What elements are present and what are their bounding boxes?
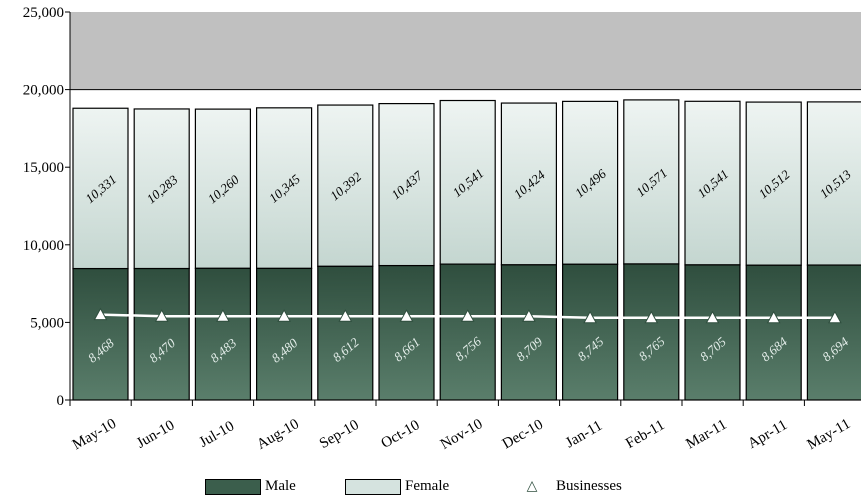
bar-female xyxy=(256,107,313,269)
bar-male xyxy=(72,267,129,401)
bar-male xyxy=(684,264,741,401)
x-tick-label: Jan-11 xyxy=(563,418,605,452)
businesses-marker xyxy=(216,309,230,322)
businesses-marker xyxy=(399,309,414,322)
businesses-marker xyxy=(522,309,536,322)
x-tick-label: Sep-10 xyxy=(317,417,362,452)
legend-swatch-male xyxy=(205,478,261,495)
businesses-marker xyxy=(277,309,291,322)
bar-female xyxy=(745,101,802,266)
x-tick-label: Jul-10 xyxy=(197,418,237,451)
legend-item-female: Female xyxy=(345,478,449,495)
legend-item-male: Male xyxy=(205,478,296,495)
businesses-marker xyxy=(338,309,353,322)
y-tick-label: 5,000 xyxy=(30,315,64,331)
upper-band xyxy=(70,12,861,90)
businesses-marker xyxy=(460,309,475,322)
legend-swatch-female xyxy=(345,478,401,495)
x-axis: May-10 Jun-10 Jul-10 Aug-10 Sep-10 Oct-10 Nov-… xyxy=(69,399,861,454)
bar-male xyxy=(623,263,680,401)
x-tick-label: Dec-10 xyxy=(500,417,546,453)
bar-male xyxy=(745,264,802,401)
bar-male xyxy=(378,264,435,401)
bar-female xyxy=(500,102,557,266)
bar-female xyxy=(684,100,741,266)
businesses-marker xyxy=(93,307,108,321)
bar-male xyxy=(317,265,374,401)
bar-male xyxy=(561,263,619,401)
x-tick-label: Jun-10 xyxy=(134,417,177,451)
businesses-marker xyxy=(705,310,720,324)
bar-male xyxy=(806,264,861,401)
bar-male xyxy=(133,267,190,401)
bar-male xyxy=(439,263,496,401)
x-tick-label: May-11 xyxy=(805,416,854,453)
bar-male xyxy=(500,264,557,401)
businesses-marker xyxy=(828,310,842,324)
x-tick-label: Nov-10 xyxy=(438,416,486,453)
bar-female xyxy=(561,100,619,265)
x-tick-label: Feb-11 xyxy=(623,417,667,452)
triangle-marker-icon: △ xyxy=(526,479,538,494)
y-tick-label: 25,000 xyxy=(23,5,64,21)
businesses-marker xyxy=(154,309,169,322)
bar-female xyxy=(72,107,129,270)
bar-female xyxy=(806,101,861,266)
x-tick-label: Apr-11 xyxy=(745,417,790,452)
bar-male xyxy=(256,267,313,401)
bar-female xyxy=(317,104,374,267)
businesses-marker xyxy=(644,310,659,324)
legend-label-female: Female xyxy=(405,478,450,494)
bar-male xyxy=(194,267,251,401)
y-tick-label: 10,000 xyxy=(23,238,64,254)
y-axis: 0 5,000 10,000 15,000 20,000 25,000 xyxy=(23,5,71,409)
bar-female xyxy=(378,102,435,267)
y-tick-label: 20,000 xyxy=(23,83,64,99)
bar-female xyxy=(133,108,190,270)
legend-label-businesses: Businesses xyxy=(556,478,622,494)
bar-female xyxy=(194,108,251,269)
x-tick-label: Mar-11 xyxy=(683,417,729,453)
bar-female xyxy=(623,99,680,265)
bars xyxy=(72,99,861,401)
x-tick-label: Oct-10 xyxy=(378,417,422,452)
legend-item-businesses: △ Businesses xyxy=(522,478,622,495)
businesses-marker xyxy=(766,310,781,324)
legend-label-male: Male xyxy=(265,478,296,494)
x-tick-label: May-10 xyxy=(70,416,119,454)
businesses-marker xyxy=(583,310,597,324)
y-tick-label: 0 xyxy=(57,393,65,409)
y-tick-label: 15,000 xyxy=(23,160,64,176)
bar-female xyxy=(439,99,496,265)
businesses-line xyxy=(93,307,842,324)
legend: Male Female △ Businesses xyxy=(0,476,861,498)
x-tick-label: Aug-10 xyxy=(254,416,302,453)
